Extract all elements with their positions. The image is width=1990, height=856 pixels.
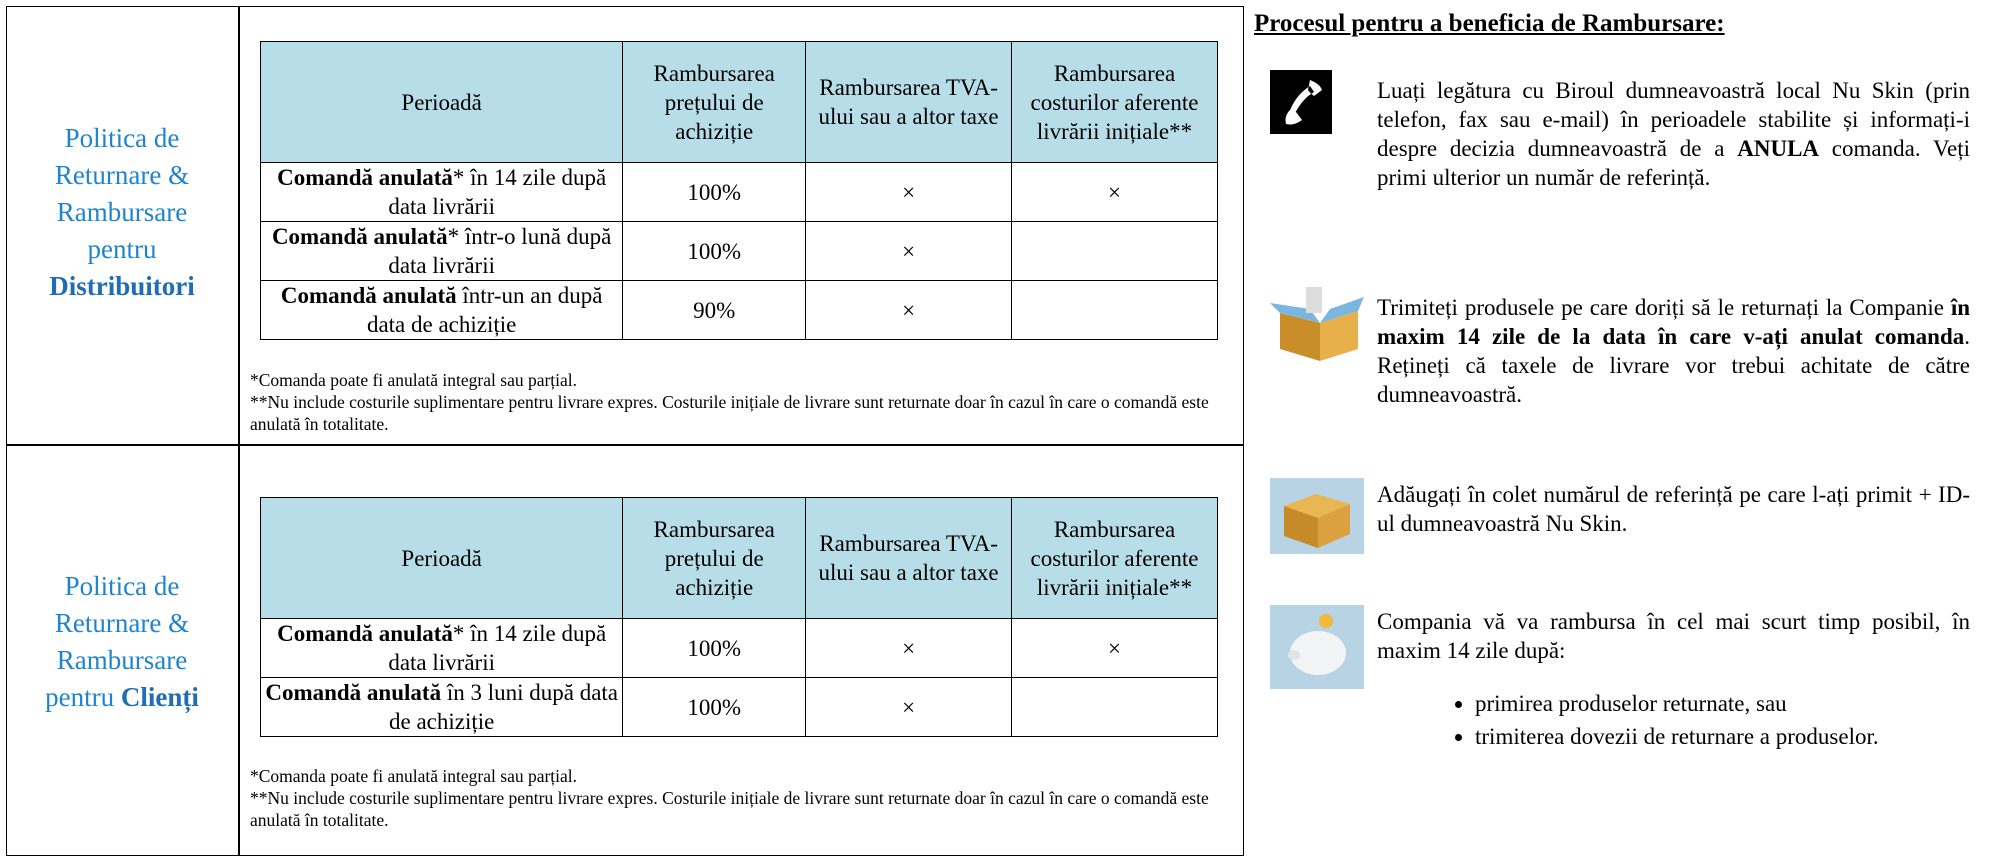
period-cell: Comandă anulată* în 14 zile după data li… — [259, 618, 624, 678]
table-row: Comandă anulată* în 14 zile după data li… — [259, 618, 1218, 678]
header-row: Perioadă Rambursarea prețului de achiziți… — [259, 41, 1218, 163]
period-bold: Comandă anulată — [271, 224, 448, 249]
value-cell: 100% — [622, 618, 807, 678]
value-cell: 100% — [622, 221, 807, 281]
bullet-item: trimiterea dovezii de returnare a produs… — [1475, 722, 1970, 751]
period-bold: Comandă anulată — [265, 680, 442, 705]
bold-text: ANULA — [1737, 136, 1820, 161]
piggy-icon — [1270, 605, 1364, 689]
label-text: Politica de Returnare & Rambursare pentr… — [54, 123, 190, 264]
period-text: în 3 luni după data de achiziție — [388, 680, 618, 734]
period-cell: Comandă anulată într-un an după data de … — [259, 280, 624, 340]
text: Compania vă va rambursa în cel mai scurt… — [1377, 609, 1970, 663]
process-title: Procesul pentru a beneficia de Rambursar… — [1254, 10, 1725, 37]
header-cell: Rambursarea costurilor aferente livrării… — [1011, 41, 1218, 163]
footnote: **Nu include costurile suplimentare pent… — [250, 392, 1209, 434]
value-cell: 90% — [622, 280, 807, 340]
period-text: * în 14 zile după data livrării — [388, 165, 607, 219]
step-text: Trimiteți produsele pe care doriți să le… — [1377, 293, 1970, 409]
bullet-item: primirea produselor returnate, sau — [1475, 689, 1970, 718]
header-cell: Perioadă — [259, 41, 624, 163]
header-cell: Rambursarea TVA-ului sau a altor taxe — [805, 41, 1013, 163]
value-cell: × — [805, 162, 1013, 222]
value-cell: × — [805, 677, 1013, 737]
period-cell: Comandă anulată* într-o lună după data l… — [259, 221, 624, 281]
header-cell: Rambursarea prețului de achiziție — [622, 497, 807, 619]
step-text: Adăugați în colet numărul de referință p… — [1377, 480, 1970, 538]
refund-table: Perioadă Rambursarea prețului de achiziți… — [259, 41, 1218, 340]
footnotes: *Comanda poate fi anulată integral sau p… — [250, 369, 1230, 435]
text: comanda. Veți primi ulterior un număr de… — [1377, 136, 1970, 190]
step-text: Compania vă va rambursa în cel mai scurt… — [1377, 607, 1970, 755]
footnotes: *Comanda poate fi anulată integral sau p… — [250, 765, 1230, 831]
text: . Rețineți că taxele de livrare vor treb… — [1377, 324, 1970, 407]
text: Adăugați în colet numărul de referință p… — [1377, 482, 1970, 536]
box-icon — [1270, 287, 1364, 361]
value-cell: × — [1011, 618, 1218, 678]
value-cell: 100% — [622, 162, 807, 222]
step-text: Luați legătura cu Biroul dumneavoastră l… — [1377, 76, 1970, 192]
footnote: *Comanda poate fi anulată integral sau p… — [250, 766, 578, 786]
divider — [6, 444, 1244, 446]
label-text: Politica de Returnare & Rambursare pentr… — [45, 571, 190, 712]
phone-icon — [1270, 70, 1332, 134]
table-row: Comandă anulată în 3 luni după data de a… — [259, 677, 1218, 737]
value-cell: × — [805, 280, 1013, 340]
table-row: Comandă anulată* în 14 zile după data li… — [259, 162, 1218, 222]
header-cell: Rambursarea prețului de achiziție — [622, 41, 807, 163]
refund-table: Perioadă Rambursarea prețului de achiziți… — [259, 497, 1218, 737]
empty-cell — [1011, 280, 1218, 340]
bold-text: în maxim 14 zile de la data în care v-aț… — [1377, 295, 1970, 349]
period-text: într-un an după data de achiziție — [366, 283, 603, 337]
header-cell: Rambursarea TVA-ului sau a altor taxe — [805, 497, 1013, 619]
period-bold: Comandă anulată — [280, 283, 457, 308]
empty-cell — [1011, 677, 1218, 737]
value-cell: 100% — [622, 677, 807, 737]
footnote: *Comanda poate fi anulată integral sau p… — [250, 370, 578, 390]
text: Luați legătura cu Biroul dumneavoastră l… — [1377, 78, 1970, 161]
text: Trimiteți produsele pe care doriți să le… — [1377, 295, 1951, 320]
divider — [238, 6, 240, 856]
value-cell: × — [805, 221, 1013, 281]
period-text: * într-o lună după data livrării — [388, 224, 612, 278]
value-cell: × — [1011, 162, 1218, 222]
page: Politica de Returnare & Rambursare pentr… — [0, 0, 1990, 834]
label-bold: Clienți — [120, 682, 199, 712]
section-label: Politica de Returnare & Rambursare pentr… — [22, 120, 222, 305]
bullet-list: primirea produselor returnate, sau trimit… — [1377, 689, 1970, 751]
period-cell: Comandă anulată în 3 luni după data de a… — [259, 677, 624, 737]
period-text: * în 14 zile după data livrării — [388, 621, 607, 675]
value-cell: × — [805, 618, 1013, 678]
header-cell: Rambursarea costurilor aferente livrării… — [1011, 497, 1218, 619]
section-label: Politica de Returnare & Rambursare pentr… — [22, 568, 222, 716]
parcel-icon — [1270, 478, 1364, 554]
header-row: Perioadă Rambursarea prețului de achiziți… — [259, 497, 1218, 619]
table-row: Comandă anulată într-un an după data de … — [259, 280, 1218, 340]
footnote: **Nu include costurile suplimentare pent… — [250, 788, 1209, 830]
label-bold: Distribuitori — [49, 271, 195, 301]
period-cell: Comandă anulată* în 14 zile după data li… — [259, 162, 624, 222]
period-bold: Comandă anulată — [277, 165, 453, 190]
period-bold: Comandă anulată — [277, 621, 453, 646]
empty-cell — [1011, 221, 1218, 281]
table-row: Comandă anulată* într-o lună după data l… — [259, 221, 1218, 281]
header-cell: Perioadă — [259, 497, 624, 619]
